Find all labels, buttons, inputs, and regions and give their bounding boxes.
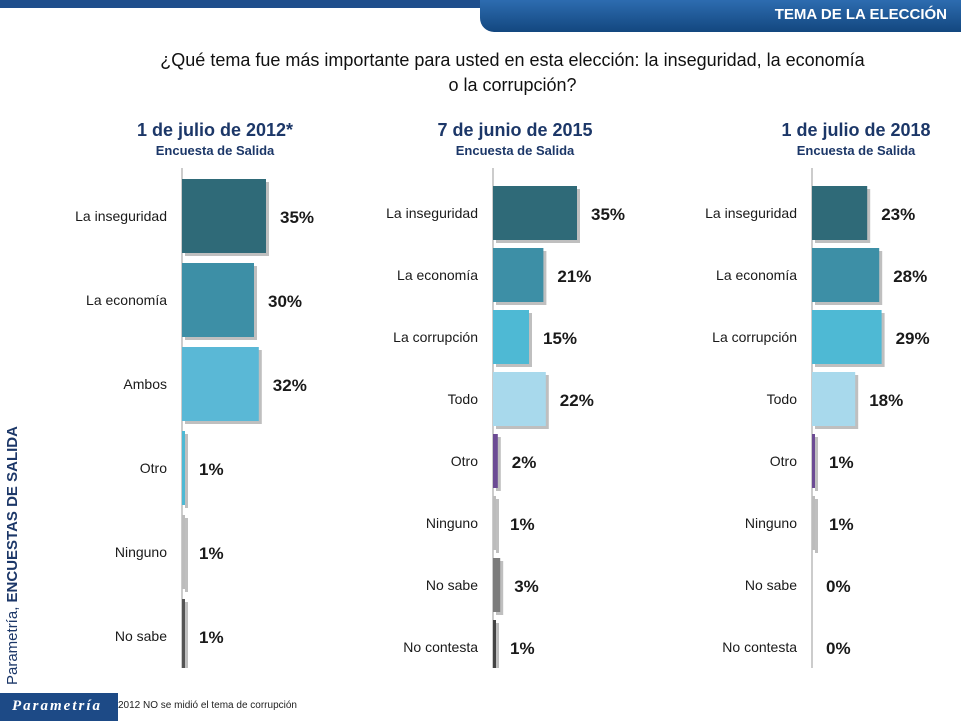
value-label-la-inseguridad: 35% [591,205,625,224]
value-label-no-contesta: 1% [510,639,535,658]
value-label-ninguno: 1% [510,515,535,534]
brand-logo: Parametría [0,693,118,721]
bar-otro [812,434,815,488]
value-label-no-contesta: 0% [826,639,851,658]
bar-ninguno [182,515,185,589]
bar-no-sabe [493,558,501,612]
value-label-la-economia: 28% [893,267,927,286]
bar-shadow-no-contesta [496,623,499,668]
category-label-la-inseguridad: La inseguridad [705,205,797,221]
value-label-la-economia: 30% [268,292,302,311]
bar-ninguno [812,496,815,550]
value-label-la-corrupcion: 15% [543,329,577,348]
chart-2018: La inseguridad 23% La economía 28% La corrup… [705,168,930,668]
value-label-todo: 22% [560,391,594,410]
category-label-no-contesta: No contesta [403,639,478,655]
bar-ambos [182,347,259,421]
bar-shadow-ninguno [815,499,818,553]
value-label-no-sabe: 1% [199,628,224,647]
category-label-otro: Otro [140,460,167,476]
value-label-ambos: 32% [273,376,307,395]
chart-2015-subtitle: Encuesta de Salida [455,143,575,158]
footnote: 2012 NO se midió el tema de corrupción [118,700,297,711]
question-line-1: ¿Qué tema fue más importante para usted … [160,50,865,70]
section-title: TEMA DE LA ELECCIÓN [774,6,947,23]
bar-shadow-otro [185,434,188,508]
chart-2015: La inseguridad 35% La economía 21% La corrup… [386,168,625,668]
category-label-todo: Todo [767,391,798,407]
bar-la-economia [812,248,880,302]
source-prefix: Parametría, [4,602,21,685]
question-text: ¿Qué tema fue más importante para usted … [60,48,961,98]
chart-2012-title: 1 de julio de 2012* [136,120,294,140]
value-label-otro: 1% [829,453,854,472]
bar-ninguno [493,496,496,550]
brand-text: Parametría [12,698,102,714]
chart-2015-header: 7 de junio de 2015 Encuesta de Salida [365,120,665,158]
value-label-otro: 1% [199,460,224,479]
bar-shadow-ninguno [185,518,188,592]
category-label-ninguno: Ninguno [115,544,167,560]
category-label-no-sabe: No sabe [745,577,797,593]
category-label-la-economia: La economía [397,267,478,283]
chart-2012-subtitle: Encuesta de Salida [155,143,275,158]
source-note: Parametría, ENCUESTAS DE SALIDA [4,426,21,685]
category-label-todo: Todo [448,391,479,407]
bar-otro [182,431,185,505]
category-label-la-corrupcion: La corrupción [712,329,797,345]
category-label-la-inseguridad: La inseguridad [75,208,167,224]
category-label-ninguno: Ninguno [745,515,797,531]
category-label-la-economia: La economía [716,267,797,283]
chart-2018-subtitle: Encuesta de Salida [796,143,916,158]
value-label-la-inseguridad: 35% [280,208,314,227]
category-label-la-inseguridad: La inseguridad [386,205,478,221]
question-line-2: o la corrupción? [448,75,577,95]
value-label-otro: 2% [512,453,537,472]
source-label: ENCUESTAS DE SALIDA [4,426,21,603]
chart-2018-title: 1 de julio de 2018 [781,120,931,140]
value-label-ninguno: 1% [829,515,854,534]
category-label-no-contesta: No contesta [722,639,797,655]
value-label-todo: 18% [869,391,903,410]
category-label-no-sabe: No sabe [426,577,478,593]
category-label-la-economia: La economía [86,292,167,308]
category-label-ninguno: Ninguno [426,515,478,531]
chart-2012: La inseguridad 35% La economía 30% Ambos 32% O… [75,168,314,668]
value-label-la-economia: 21% [557,267,591,286]
bar-otro [493,434,498,488]
bar-no-contesta [493,620,496,668]
bar-la-corrupcion [812,310,882,364]
bar-todo [493,372,546,426]
bar-shadow-no-sabe [185,602,188,668]
bar-la-corrupcion [493,310,529,364]
category-label-ambos: Ambos [123,376,167,392]
category-label-no-sabe: No sabe [115,628,167,644]
value-label-ninguno: 1% [199,544,224,563]
category-label-otro: Otro [451,453,478,469]
value-label-no-sabe: 3% [514,577,539,596]
bar-la-inseguridad [182,179,266,253]
bar-todo [812,372,856,426]
bar-la-inseguridad [493,186,577,240]
chart-2015-title: 7 de junio de 2015 [437,120,593,140]
bar-la-inseguridad [812,186,868,240]
bar-shadow-ninguno [496,499,499,553]
chart-2018-header: 1 de julio de 2018 Encuesta de Salida [706,120,961,158]
section-tab: TEMA DE LA ELECCIÓN [480,0,961,32]
value-label-la-corrupcion: 29% [896,329,930,348]
value-label-la-inseguridad: 23% [881,205,915,224]
category-label-la-corrupcion: La corrupción [393,329,478,345]
category-label-otro: Otro [770,453,797,469]
bar-shadow-otro [496,437,501,491]
chart-2012-header: 1 de julio de 2012* Encuesta de Salida [65,120,365,158]
bar-no-sabe [182,599,185,668]
bar-la-economia [493,248,544,302]
bar-la-economia [182,263,254,337]
bar-shadow-otro [815,437,818,491]
value-label-no-sabe: 0% [826,577,851,596]
